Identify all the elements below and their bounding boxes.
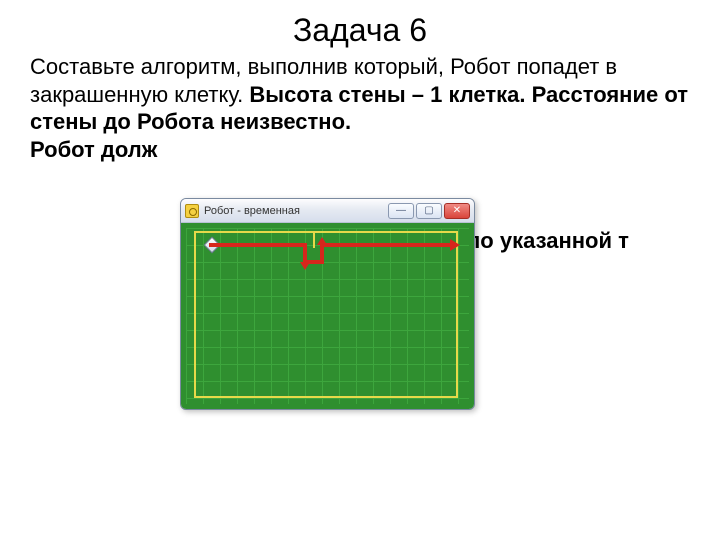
robot-window: Робот - временная — ▢ ✕ <box>180 198 475 410</box>
window-titlebar[interactable]: Робот - временная — ▢ ✕ <box>181 199 474 223</box>
close-button[interactable]: ✕ <box>444 203 470 219</box>
maximize-button[interactable]: ▢ <box>416 203 442 219</box>
window-client <box>181 223 474 409</box>
minimize-button[interactable]: — <box>388 203 414 219</box>
window-buttons: — ▢ ✕ <box>388 203 470 219</box>
task-text: Составьте алгоритм, выполнив который, Ро… <box>0 49 720 163</box>
robot-field <box>186 228 469 404</box>
arrow-tip-icon <box>450 239 460 251</box>
task-part2a: Робот долж <box>30 137 157 162</box>
task-part2b: по указанной т <box>467 228 629 254</box>
path-segment <box>303 260 320 264</box>
window-title: Робот - временная <box>204 205 388 217</box>
app-icon <box>185 204 199 218</box>
path-segment <box>320 243 453 247</box>
wall <box>313 231 315 248</box>
field-boundary <box>194 231 458 398</box>
path-segment <box>209 243 303 247</box>
slide-title: Задача 6 <box>0 0 720 49</box>
